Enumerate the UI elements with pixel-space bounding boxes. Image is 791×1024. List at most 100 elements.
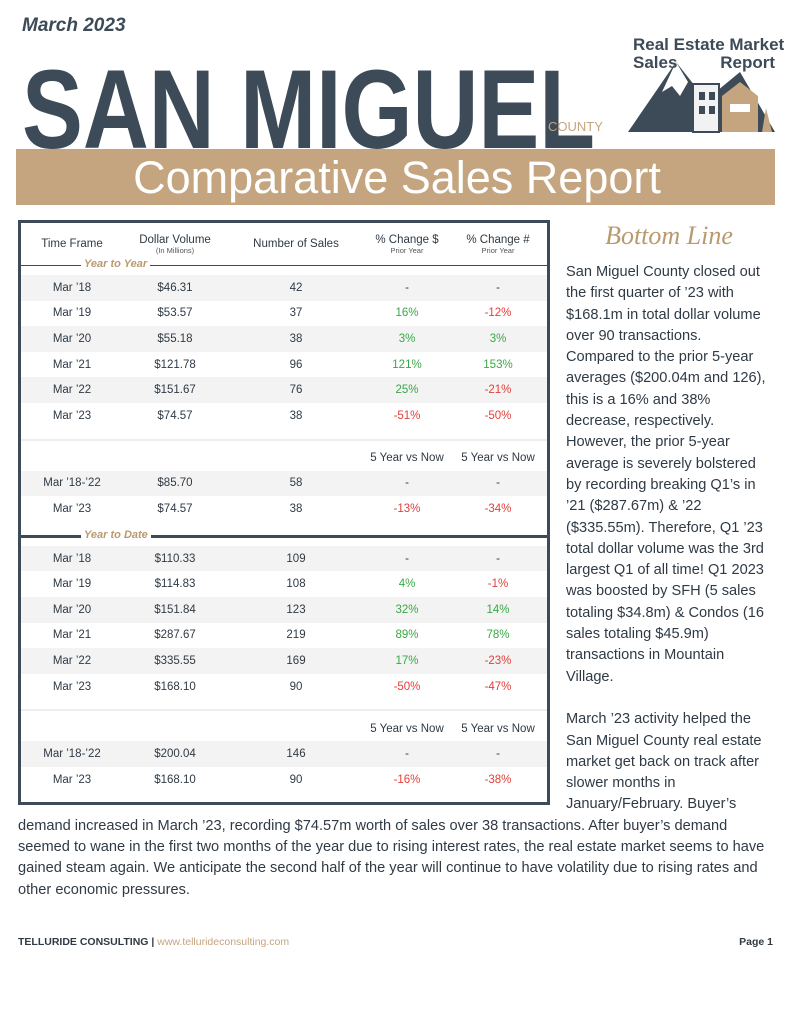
cell: $55.18	[157, 332, 193, 345]
table-row: Mar ’20 $55.18 38 3% 3%	[21, 326, 547, 352]
column-label: % Change $	[375, 233, 439, 246]
cell: Mar ’23	[52, 409, 92, 422]
cell: $168.10	[154, 680, 196, 693]
cell: $74.57	[157, 409, 193, 422]
compare-label: 5 Year vs Now	[461, 452, 535, 465]
cell: 38	[289, 409, 303, 422]
cell: 96	[289, 358, 303, 371]
cell: 42	[289, 281, 303, 294]
section-divider: Year to Year	[21, 258, 547, 275]
cell: Mar ’18-’22	[43, 748, 101, 761]
page-number: Page 1	[739, 936, 773, 948]
cell: -	[405, 552, 409, 565]
section-title: Year to Year	[81, 258, 151, 270]
cell: 108	[286, 578, 306, 591]
cell: 89%	[395, 629, 419, 642]
logo-text: Sales	[633, 53, 677, 72]
cell: 58	[289, 477, 303, 490]
cell: 90	[289, 773, 303, 786]
cell: 17%	[395, 654, 419, 667]
column-header: Dollar Volume (In Millions)	[123, 234, 227, 255]
cell: 14%	[486, 603, 510, 616]
cell: Mar ’18-’22	[43, 477, 101, 490]
cell: Mar ’23	[52, 773, 92, 786]
separator	[21, 429, 547, 441]
cell: $114.83	[154, 578, 196, 591]
link[interactable]: www.tellurideconsulting.com	[157, 936, 290, 948]
cell: 90	[289, 680, 303, 693]
cell: -21%	[484, 384, 512, 397]
cell: Mar ’22	[52, 384, 92, 397]
logo-icon	[628, 62, 775, 133]
cell: 4%	[398, 578, 416, 591]
table-row: Mar ’18 $110.33 109 - -	[21, 545, 547, 572]
table-row: Mar ’23 $168.10 90 -50% -47%	[21, 674, 547, 700]
cell: 25%	[395, 384, 419, 397]
compare-label: 5 Year vs Now	[370, 722, 444, 735]
cell: -34%	[484, 502, 512, 515]
cell: -	[405, 281, 409, 294]
cell: Mar ’21	[52, 629, 92, 642]
county: COUNTY	[548, 119, 603, 134]
cell: -	[405, 748, 409, 761]
cell: 109	[286, 552, 306, 565]
table-row: Mar ’18-’22 $85.70 58 - -	[21, 470, 547, 497]
cell: Mar ’18	[52, 281, 92, 294]
table-row: Mar ’23 $168.10 90 -16% -38%	[21, 767, 547, 793]
cell: -12%	[484, 307, 512, 320]
paragraph: March ’23 activity helped the San Miguel…	[18, 711, 765, 898]
section-title: Year to Date	[81, 528, 151, 541]
cell: 169	[286, 654, 306, 667]
table-row: Mar ’23 $74.57 38 -51% -50%	[21, 403, 547, 429]
cell: $53.57	[157, 307, 193, 320]
cell: Mar ’21	[52, 358, 92, 371]
table-row: Mar ’18-’22 $200.04 146 - -	[21, 741, 547, 767]
cell: -38%	[484, 773, 512, 786]
cell: $335.55	[154, 654, 196, 667]
date: March 2023	[22, 15, 126, 36]
logo-text: Real Estate Market	[633, 35, 785, 54]
compare-header: 5 Year vs Now 5 Year vs Now	[21, 446, 547, 471]
footer: TELLURIDE CONSULTING | www.telluridecons…	[18, 936, 773, 948]
cell: Mar ’19	[52, 307, 92, 320]
table-row: Mar ’18 $46.31 42 - -	[21, 275, 547, 301]
cell: -	[496, 552, 500, 565]
cell: Mar ’20	[52, 332, 92, 345]
cell: -	[405, 477, 409, 490]
cell: -16%	[393, 773, 421, 786]
logo-text: Report	[720, 53, 775, 72]
cell: 146	[286, 748, 306, 761]
cell: $74.57	[157, 502, 193, 515]
column-header: % Change # Prior Year	[449, 234, 547, 255]
divider-line	[21, 534, 547, 538]
content: Time Frame Dollar Volume (In Millions) Numb…	[18, 220, 772, 922]
cell: Mar ’23	[52, 502, 92, 515]
section-title: Bottom Line	[605, 221, 733, 250]
cell: 3%	[489, 332, 507, 345]
cell: $110.33	[154, 552, 196, 565]
column-label: Dollar Volume	[139, 233, 211, 246]
column-label: Number of Sales	[253, 238, 339, 250]
cell: 153%	[483, 358, 513, 371]
cell: 16%	[395, 307, 419, 320]
paragraph: San Miguel County closed out the first q…	[566, 264, 766, 685]
column-header: Time Frame	[21, 238, 123, 250]
cell: 38	[289, 332, 303, 345]
cell: 32%	[395, 603, 419, 616]
cell: $151.67	[154, 384, 196, 397]
header-row: Time Frame Dollar Volume (In Millions) Numb…	[21, 223, 547, 265]
cell: -51%	[393, 409, 421, 422]
cell: $287.67	[154, 629, 196, 642]
cell: $46.31	[157, 281, 193, 294]
cell: Mar ’18	[52, 552, 92, 565]
cell: 219	[286, 629, 306, 642]
cell: Mar ’22	[52, 654, 92, 667]
column-sublabel: Prior Year	[481, 245, 515, 255]
column-header: % Change $ Prior Year	[365, 234, 449, 255]
cell: $151.84	[154, 603, 196, 616]
cell: -	[496, 477, 500, 490]
sales-table: Time Frame Dollar Volume (In Millions) Numb…	[18, 220, 550, 805]
column-sublabel: Prior Year	[390, 245, 424, 255]
cell: $121.78	[154, 358, 196, 371]
table-row: Mar ’22 $151.67 76 25% -21%	[21, 377, 547, 403]
